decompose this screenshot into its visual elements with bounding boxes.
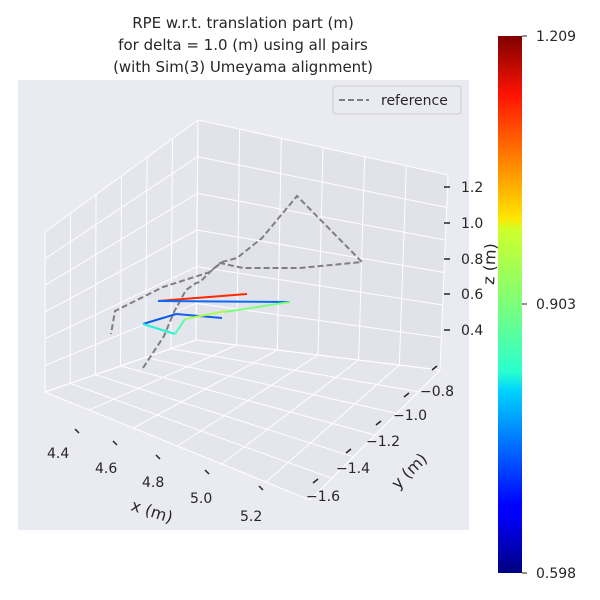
legend: reference [332,85,462,115]
colorbar-gradient [498,36,522,573]
y-tick-label: −1.6 [306,489,340,505]
x-tick-mark [74,428,80,434]
z-axis: 0.4 0.6 0.8 1.0 1.2 z (m) [444,180,500,339]
error-segment [224,301,291,313]
z-tick-label: 0.6 [461,287,483,303]
error-segment [142,313,177,325]
title-line: RPE w.r.t. translation part (m) [132,14,354,32]
z-tick-label: 0.4 [461,323,483,339]
y-tick-mark [345,448,352,454]
x-tick-mark [258,485,264,491]
x-tick-mark [112,440,118,446]
error-segment [184,310,227,320]
error-segment [142,323,176,335]
chart-title: RPE w.r.t. translation part (m) for delt… [113,14,373,76]
error-segment [174,318,186,335]
grid-line [439,174,449,371]
x-tick-mark [155,454,161,460]
y-tick-mark [431,365,438,371]
z-tick-label: 1.2 [461,180,483,196]
grid-line [170,348,419,393]
colorbar-mid-label: 0.903 [536,297,576,313]
y-tick-label: −1.0 [393,408,427,424]
grid-line [309,369,441,501]
z-tick-label: 0.8 [461,252,483,268]
z-axis-label: z (m) [479,243,500,285]
reference-line [110,194,365,369]
x-tick-mark [204,469,210,475]
y-tick-mark [312,478,319,484]
colorbar: 1.209 0.903 0.598 [498,29,576,582]
error-segment [157,293,248,302]
z-tick-label: 1.0 [461,216,483,232]
title-line: for delta = 1.0 (m) using all pairs [118,36,368,54]
grid-line [44,119,199,233]
y-tick-label: −0.8 [420,384,454,400]
floor-pane [45,340,440,500]
x-tick-label: 4.6 [95,461,117,477]
y-tick-mark [375,420,382,426]
y-tick-label: −1.4 [336,461,370,477]
colorbar-max-label: 1.209 [536,29,576,45]
y-tick-mark [403,392,410,398]
x-tick-label: 4.8 [142,475,164,491]
x-tick-label: 5.2 [240,509,262,525]
grid [44,119,449,501]
grid-line [44,156,198,260]
error-segment [157,300,291,303]
x-tick-label: 5.0 [190,491,212,507]
y-tick-label: −1.2 [366,434,400,450]
error-segments [142,293,291,335]
title-line: (with Sim(3) Umeyama alignment) [113,58,373,76]
grid-line [197,119,449,176]
legend-box [332,85,462,115]
x-tick-label: 4.4 [47,446,69,462]
grid-line [197,156,447,208]
colorbar-min-label: 0.598 [536,566,576,582]
legend-label: reference [381,93,448,109]
